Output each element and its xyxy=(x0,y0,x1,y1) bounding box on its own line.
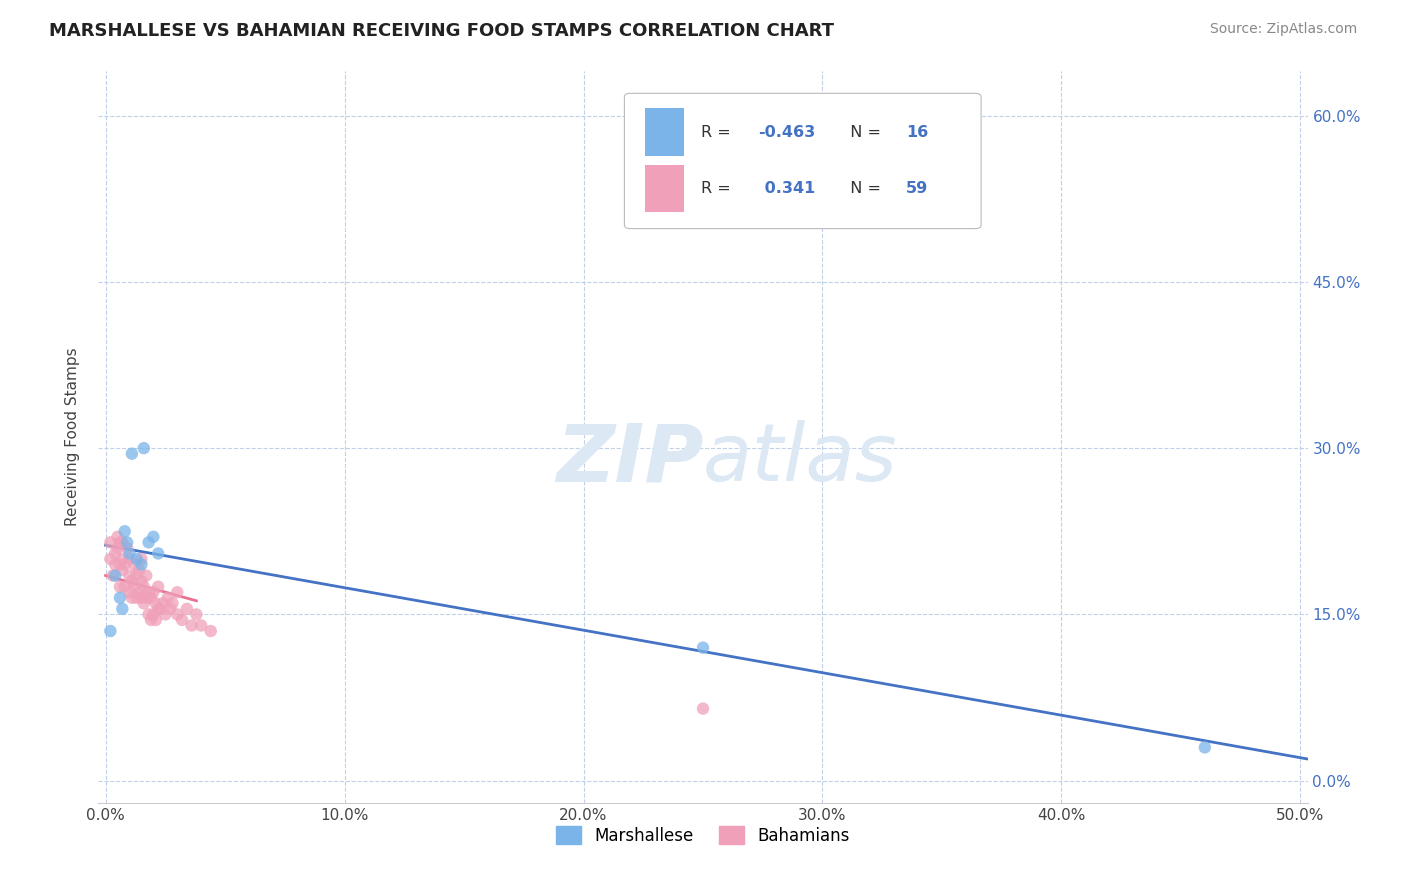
Point xyxy=(98,552,121,566)
Text: -0.463: -0.463 xyxy=(759,125,815,139)
Point xyxy=(149,602,172,616)
Point xyxy=(139,591,162,605)
Text: 59: 59 xyxy=(905,181,928,196)
Point xyxy=(115,535,138,549)
Point xyxy=(176,602,198,616)
Text: atlas: atlas xyxy=(703,420,898,498)
Point xyxy=(121,574,143,589)
Point xyxy=(135,568,157,582)
Point xyxy=(162,596,184,610)
Point xyxy=(114,558,136,572)
Point xyxy=(132,580,155,594)
Point xyxy=(159,602,181,616)
Point xyxy=(146,602,169,616)
Point xyxy=(104,558,127,572)
Point xyxy=(138,607,160,622)
Text: 0.341: 0.341 xyxy=(759,181,815,196)
Text: N =: N = xyxy=(839,125,886,139)
Point xyxy=(166,607,188,622)
Point xyxy=(131,591,153,605)
Point xyxy=(108,558,131,572)
Point xyxy=(132,441,155,455)
FancyBboxPatch shape xyxy=(624,94,981,228)
Point xyxy=(111,602,134,616)
Text: ZIP: ZIP xyxy=(555,420,703,498)
Point xyxy=(180,618,202,632)
Point xyxy=(121,591,143,605)
Point xyxy=(170,613,193,627)
Text: N =: N = xyxy=(839,181,886,196)
Point xyxy=(104,568,127,582)
Point xyxy=(145,596,167,610)
Point xyxy=(98,535,121,549)
Point xyxy=(104,546,127,560)
Point xyxy=(122,580,145,594)
Y-axis label: Receiving Food Stamps: Receiving Food Stamps xyxy=(65,348,80,526)
Point xyxy=(131,574,153,589)
Point xyxy=(142,585,165,599)
Point xyxy=(131,552,153,566)
Point xyxy=(142,607,165,622)
Text: R =: R = xyxy=(700,181,735,196)
Point xyxy=(118,546,141,560)
Point xyxy=(121,447,143,461)
Point xyxy=(118,552,141,566)
Point xyxy=(118,568,141,582)
Point xyxy=(107,530,129,544)
Point xyxy=(128,585,150,599)
Point xyxy=(1194,740,1216,755)
Point xyxy=(131,558,153,572)
Point xyxy=(156,591,179,605)
Point xyxy=(114,580,136,594)
Point xyxy=(111,563,134,577)
Text: MARSHALLESE VS BAHAMIAN RECEIVING FOOD STAMPS CORRELATION CHART: MARSHALLESE VS BAHAMIAN RECEIVING FOOD S… xyxy=(49,22,834,40)
Point xyxy=(692,701,714,715)
Point xyxy=(98,624,121,638)
Point xyxy=(128,563,150,577)
Text: R =: R = xyxy=(700,125,735,139)
Text: Source: ZipAtlas.com: Source: ZipAtlas.com xyxy=(1209,22,1357,37)
Point xyxy=(114,524,136,539)
Point xyxy=(146,546,169,560)
Point xyxy=(125,552,148,566)
Point xyxy=(115,541,138,555)
Point xyxy=(118,585,141,599)
Point xyxy=(111,535,134,549)
Point xyxy=(107,541,129,555)
Point xyxy=(108,591,131,605)
Point xyxy=(155,607,177,622)
Point xyxy=(200,624,222,638)
Point xyxy=(142,530,165,544)
Bar xyxy=(645,165,683,212)
Point xyxy=(152,596,174,610)
Point xyxy=(132,596,155,610)
Point xyxy=(111,552,134,566)
Point xyxy=(138,535,160,549)
Point xyxy=(146,580,169,594)
Point xyxy=(135,591,157,605)
Point xyxy=(166,585,188,599)
Legend: Marshallese, Bahamians: Marshallese, Bahamians xyxy=(548,818,858,853)
Point xyxy=(101,568,124,582)
Point xyxy=(186,607,208,622)
Point xyxy=(138,585,160,599)
Point xyxy=(108,535,131,549)
Point xyxy=(145,613,167,627)
Point xyxy=(190,618,212,632)
Point xyxy=(139,613,162,627)
Point xyxy=(125,591,148,605)
Point xyxy=(125,568,148,582)
Bar xyxy=(645,108,683,156)
Text: 16: 16 xyxy=(905,125,928,139)
Point xyxy=(692,640,714,655)
Point xyxy=(108,580,131,594)
Point xyxy=(122,558,145,572)
